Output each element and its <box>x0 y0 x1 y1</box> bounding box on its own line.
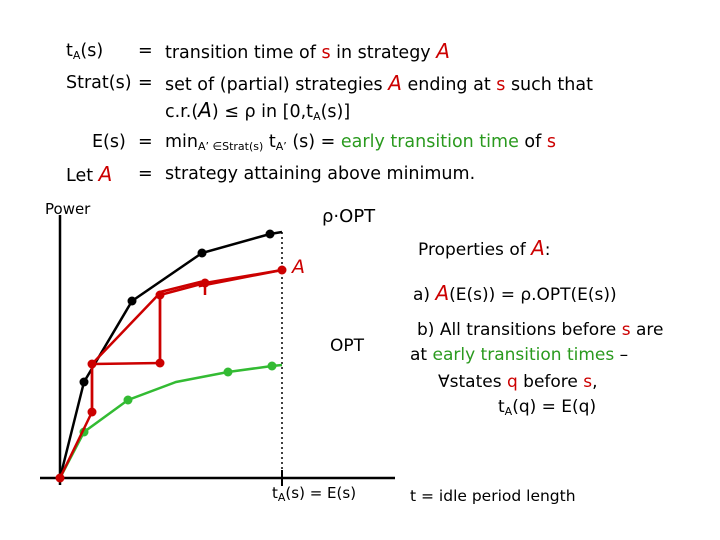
def-row2-eq: = <box>138 73 153 93</box>
rho-opt-points <box>79 229 275 387</box>
rho-opt-label: ρ·OPT <box>322 206 376 227</box>
property-b-line3: ∀states q before s, <box>438 372 598 392</box>
strategy-a-points <box>55 265 287 483</box>
property-b-line1: b) All transitions before s are <box>417 320 664 340</box>
rho-opt-point <box>127 296 137 306</box>
opt-curve <box>58 363 283 479</box>
def-row2-text: set of (partial) strategies A ending at … <box>165 71 593 95</box>
property-b-line4: tA(q) = E(q) <box>498 397 597 418</box>
def-row5-text: strategy attaining above minimum. <box>165 164 476 184</box>
strategy-a-point <box>200 278 210 288</box>
x-mark-label: tA(s) = E(s) <box>272 484 357 504</box>
strategy-a-point <box>87 359 97 369</box>
opt-label: OPT <box>330 336 365 356</box>
strategy-a-point <box>55 473 65 483</box>
def-row1-text: transition time of s in strategy A <box>165 39 450 63</box>
strategy-a-point <box>277 265 287 275</box>
y-axis-label: Power <box>45 200 91 218</box>
rho-opt-point <box>265 229 275 239</box>
def-row-let: Let A <box>66 162 113 186</box>
opt-points <box>79 361 277 437</box>
strategy-a-point <box>155 358 165 368</box>
strategy-a-curve <box>58 268 283 479</box>
strategy-a-label: A <box>292 256 305 278</box>
def-row-competitive-ratio: c.r.(A) ≤ ρ in [0,tA(s)] <box>165 98 351 123</box>
strategy-a-point <box>87 407 97 417</box>
property-a: a) A(E(s)) = ρ.OPT(E(s)) <box>413 281 617 305</box>
opt-point <box>223 367 233 377</box>
def-row5-eq: = <box>138 164 153 184</box>
def-row-strat: Strat(s) <box>66 73 132 93</box>
def-row-early-time: minA’ ∈Strat(s) tA’ (s) = early transiti… <box>165 132 556 153</box>
rho-opt-point <box>197 248 207 258</box>
opt-point <box>267 361 277 371</box>
def-row4-eq: = <box>138 132 153 152</box>
opt-point <box>123 395 133 405</box>
def-row1-eq: = <box>138 41 153 61</box>
def-row-early-time-lhs: E(s) <box>92 132 126 152</box>
rho-opt-curve <box>58 230 283 479</box>
rho-opt-point <box>79 377 89 387</box>
def-row-transition-time: tA(s) <box>66 41 104 62</box>
strategy-a-point <box>155 290 165 300</box>
property-b-line2: at early transition times – <box>410 345 629 365</box>
x-axis-label: t = idle period length <box>410 487 576 505</box>
properties-title: Properties of A: <box>418 236 551 260</box>
